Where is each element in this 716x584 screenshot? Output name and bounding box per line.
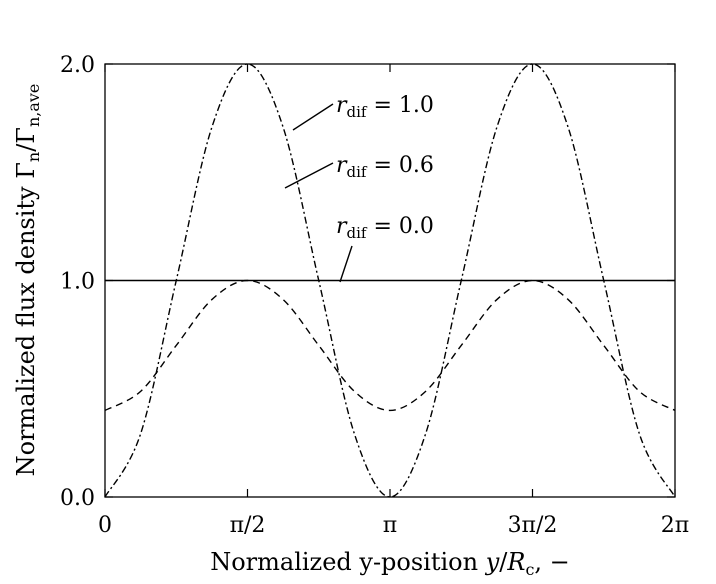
annotation-value: = 0.0	[366, 214, 433, 239]
x-tick-label: 2π	[661, 513, 689, 538]
y-axis-label-gamma-1: Γ	[12, 162, 40, 179]
annotation-label: rdif = 0.6	[336, 153, 434, 181]
annotation-symbol: r	[336, 153, 348, 178]
x-axis-label-R: R	[506, 548, 525, 576]
x-tick-label: π	[383, 513, 397, 538]
x-axis-label-main: Normalized y-position	[210, 548, 486, 576]
annotation-symbol: r	[336, 93, 348, 118]
x-tick-label: π/2	[230, 513, 266, 538]
annotation-value: = 0.6	[366, 153, 433, 178]
annotation-subscript: dif	[347, 103, 368, 121]
annotation-label: rdif = 0.0	[336, 214, 434, 242]
series-line-r-dif-1-0	[104, 63, 676, 498]
annotation-leader-line	[339, 245, 353, 283]
y-axis-label-sub-2: n,ave	[24, 84, 43, 127]
annotation-leader-line	[292, 103, 334, 131]
x-axis-label-sub: c	[525, 560, 534, 579]
y-axis-label: Normalized flux density Γn/Γn,ave	[12, 84, 43, 477]
x-axis-label-tail: , −	[534, 548, 569, 576]
y-tick-label: 1.0	[60, 270, 95, 295]
y-tick-label: 0.0	[60, 486, 95, 511]
y-tick-label: 2.0	[60, 53, 95, 78]
y-axis-ticks: 0.0 1.0 2.0	[60, 53, 675, 511]
annotation-subscript: dif	[347, 163, 368, 181]
annotation-value: = 1.0	[366, 93, 433, 118]
x-axis-label-slash: /	[499, 548, 508, 576]
x-axis-label-var: y	[485, 548, 500, 576]
annotation-leader-line	[284, 162, 334, 189]
x-tick-label: 3π/2	[508, 513, 558, 538]
x-axis-label: Normalized y-position y/Rc, −	[210, 548, 570, 579]
x-axis-ticks: 0 π/2 π 3π/2 2π	[98, 64, 689, 538]
y-axis-label-main: Normalized flux density	[12, 179, 40, 477]
y-axis-label-slash: /	[12, 143, 40, 152]
annotation-subscript: dif	[347, 224, 368, 242]
series-line-r-dif-0-6	[104, 279, 676, 412]
annotation-symbol: r	[336, 214, 348, 239]
x-tick-label: 0	[98, 513, 112, 538]
y-axis-label-sub-1: n	[24, 152, 43, 162]
annotation-label: rdif = 1.0	[336, 93, 434, 121]
y-axis-label-gamma-2: Γ	[12, 127, 40, 144]
series-layer	[104, 63, 676, 498]
